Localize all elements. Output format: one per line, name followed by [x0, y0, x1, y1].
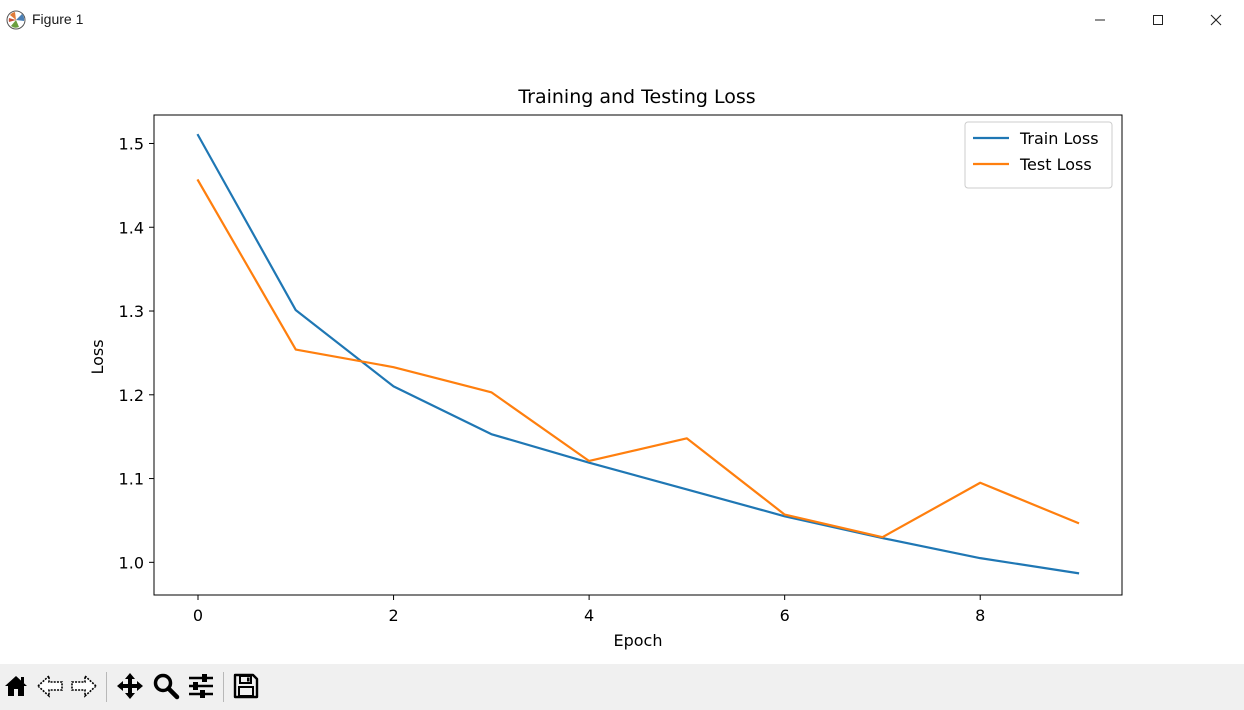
chart-title: Training and Testing Loss [517, 86, 755, 108]
toolbar-separator [223, 672, 224, 702]
x-tick-label: 2 [388, 606, 398, 625]
back-button[interactable] [36, 674, 64, 702]
y-axis-label: Loss [88, 339, 107, 374]
close-button[interactable] [1187, 0, 1244, 40]
axes-frame [153, 114, 1123, 596]
legend: Train Loss Test Loss [964, 121, 1113, 189]
window-title: Figure 1 [32, 11, 84, 27]
move-icon [116, 672, 144, 704]
x-tick-label: 8 [975, 606, 985, 625]
x-tick-label: 4 [584, 606, 594, 625]
maximize-icon [1152, 11, 1164, 30]
y-tick-label: 1.4 [119, 218, 144, 237]
y-tick-label: 1.5 [119, 134, 144, 153]
matplotlib-logo-icon [6, 10, 26, 30]
title-bar: Figure 1 [0, 0, 1244, 40]
x-tick-label: 6 [780, 606, 790, 625]
maximize-button[interactable] [1129, 0, 1187, 40]
series-line-1 [196, 178, 1080, 539]
toolbar-separator [106, 672, 107, 702]
navigation-toolbar [0, 664, 1244, 710]
forward-arrow-icon [70, 673, 98, 703]
y-tick-label: 1.3 [119, 302, 144, 321]
home-icon [3, 673, 29, 703]
back-arrow-icon [36, 673, 64, 703]
configure-subplots-button[interactable] [187, 674, 215, 702]
sliders-icon [187, 672, 215, 704]
forward-button[interactable] [70, 674, 98, 702]
zoom-button[interactable] [152, 672, 180, 704]
close-icon [1210, 11, 1222, 30]
x-tick-label: 0 [193, 606, 203, 625]
plot-lines [196, 133, 1080, 575]
y-tick-label: 1.1 [119, 470, 144, 489]
y-axis: 1.0 1.1 1.2 1.3 1.4 1.5 [119, 134, 154, 572]
legend-label-1: Test Loss [1019, 155, 1092, 174]
legend-label-0: Train Loss [1019, 129, 1099, 148]
magnifier-icon [152, 672, 180, 704]
home-button[interactable] [2, 674, 30, 702]
x-axis: 0 2 4 6 8 [193, 595, 985, 625]
save-icon [232, 672, 260, 704]
series-line-0 [196, 133, 1080, 575]
pan-button[interactable] [116, 672, 144, 704]
x-axis-label: Epoch [614, 631, 663, 650]
y-tick-label: 1.0 [119, 553, 144, 572]
minimize-button[interactable] [1071, 0, 1129, 40]
save-button[interactable] [232, 672, 260, 704]
y-tick-label: 1.2 [119, 386, 144, 405]
minimize-icon [1094, 11, 1106, 30]
